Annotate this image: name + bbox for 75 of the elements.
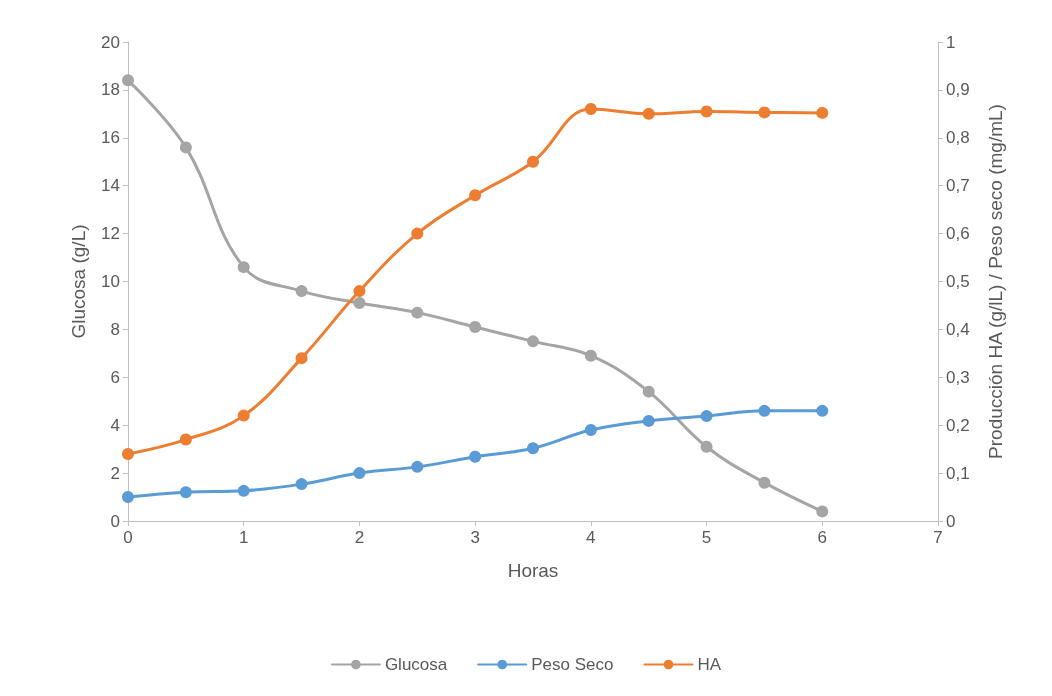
point bbox=[295, 352, 308, 365]
y-tick-label: 14 bbox=[101, 176, 120, 196]
x-tick-label: 2 bbox=[354, 528, 365, 547]
x-tick-label: 1 bbox=[238, 528, 249, 547]
point bbox=[584, 103, 597, 116]
point bbox=[295, 478, 308, 491]
point bbox=[642, 385, 655, 398]
point bbox=[237, 261, 250, 274]
y-tick-label: 4 bbox=[110, 415, 120, 435]
point bbox=[353, 285, 366, 298]
point bbox=[584, 423, 597, 436]
point bbox=[411, 227, 424, 240]
point bbox=[642, 414, 655, 427]
point bbox=[353, 467, 366, 480]
y2-tick-label: 1 bbox=[946, 32, 956, 52]
x-axis-title: Horas bbox=[507, 560, 559, 581]
y-tick-label: 10 bbox=[101, 272, 120, 291]
y-tick-label: 16 bbox=[101, 128, 120, 148]
point bbox=[122, 74, 134, 87]
point bbox=[758, 106, 771, 119]
point bbox=[469, 321, 482, 333]
point bbox=[758, 404, 771, 417]
point bbox=[179, 486, 192, 499]
point bbox=[469, 189, 482, 202]
y2-tick-label: 0,4 bbox=[946, 319, 970, 339]
y-tick-label: 6 bbox=[110, 367, 120, 387]
legend-label: Glucosa bbox=[384, 655, 448, 674]
y-tick-label: 20 bbox=[101, 32, 120, 52]
point bbox=[179, 141, 192, 154]
point bbox=[179, 433, 192, 446]
point bbox=[527, 335, 539, 348]
point bbox=[700, 440, 713, 453]
point bbox=[527, 442, 539, 455]
point bbox=[353, 297, 366, 310]
y2-tick-label: 0,7 bbox=[946, 176, 970, 196]
point bbox=[411, 460, 424, 473]
x-tick-label: 6 bbox=[817, 528, 828, 547]
y-tick-label: 12 bbox=[101, 224, 120, 244]
point bbox=[816, 404, 829, 417]
y-tick-label: 18 bbox=[101, 80, 120, 100]
point bbox=[237, 484, 250, 497]
point bbox=[700, 105, 713, 118]
x-tick-label: 5 bbox=[701, 528, 712, 547]
point bbox=[469, 450, 482, 463]
point bbox=[584, 349, 597, 362]
y-tick-label: 8 bbox=[110, 319, 120, 339]
y2-tick-label: 0 bbox=[946, 511, 956, 531]
y2-tick-label: 0,2 bbox=[946, 415, 970, 435]
y2-tick-label: 0,6 bbox=[946, 224, 970, 244]
point bbox=[758, 476, 771, 489]
y2-tick-label: 0,5 bbox=[946, 272, 970, 291]
point bbox=[411, 306, 424, 319]
legend-label: Peso Seco bbox=[531, 655, 614, 674]
x-tick-label: 0 bbox=[123, 528, 133, 547]
point bbox=[527, 155, 539, 168]
point bbox=[122, 491, 134, 504]
x-tick-label: 7 bbox=[933, 528, 943, 547]
y-tick-label: 0 bbox=[110, 511, 120, 531]
point bbox=[700, 410, 713, 423]
x-tick-label: 3 bbox=[470, 528, 480, 547]
y2-tick-label: 0,1 bbox=[946, 463, 970, 483]
y2-axis-title: Producción HA (g/lL) / Peso seco (mg/mL) bbox=[985, 104, 1006, 459]
y-tick-label: 2 bbox=[110, 463, 120, 483]
point bbox=[642, 107, 655, 120]
y2-tick-label: 0,8 bbox=[946, 128, 970, 148]
y2-tick-label: 0,9 bbox=[946, 80, 970, 100]
y-axis-title: Glucosa (g/L) bbox=[68, 224, 89, 339]
y2-tick-label: 0,3 bbox=[946, 367, 970, 387]
point bbox=[816, 106, 829, 119]
point bbox=[237, 409, 250, 422]
point bbox=[122, 447, 134, 460]
point bbox=[816, 505, 829, 518]
point bbox=[295, 285, 308, 298]
x-tick-label: 4 bbox=[586, 528, 596, 547]
legend-label: HA bbox=[697, 655, 722, 674]
